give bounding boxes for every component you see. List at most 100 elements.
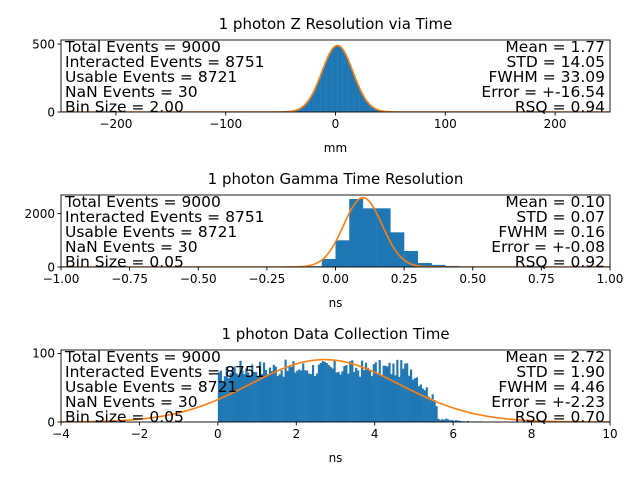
fit-curve: [61, 358, 610, 422]
plot-area: [61, 196, 610, 267]
histogram-bar: [404, 363, 407, 422]
histogram-bar: [321, 361, 324, 422]
histogram-bar: [376, 208, 391, 267]
histogram-bar: [231, 369, 234, 422]
stats-right-line: RSQ = 0.70: [515, 408, 605, 426]
histogram-bar: [366, 101, 369, 112]
stats-right-line: FWHM = 4.46: [498, 378, 605, 396]
x-tick-label: 2: [292, 427, 300, 441]
histogram-bar: [276, 375, 279, 422]
histogram-bar: [437, 418, 440, 422]
histogram-bar: [384, 365, 387, 422]
histogram-bar: [417, 263, 432, 267]
histogram-bar: [239, 360, 242, 422]
histogram-bar: [300, 107, 303, 112]
stats-left-line: Usable Events = 8721: [65, 378, 237, 396]
histogram-bar: [257, 376, 260, 422]
x-tick-label: −1.00: [43, 272, 80, 286]
stats-left-line: Interacted Events = 8751: [65, 53, 265, 71]
histogram-bar: [408, 375, 411, 422]
histogram-bar: [392, 363, 395, 422]
stats-right-line: STD = 1.90: [516, 363, 605, 381]
histogram-bar: [253, 372, 256, 422]
histogram-bar: [359, 376, 362, 422]
histogram-bar: [445, 418, 448, 422]
x-tick-label: 100: [434, 117, 457, 131]
histogram-bar: [282, 376, 285, 422]
histogram-bar: [255, 372, 258, 422]
subplot-title: 1 photon Data Collection Time: [221, 325, 449, 343]
stats-left-line: Bin Size = 0.05: [65, 408, 184, 426]
histogram-bar: [317, 364, 321, 422]
histogram-bar: [326, 57, 330, 112]
x-tick-label: 0: [332, 117, 340, 131]
histogram-bar: [413, 378, 417, 422]
plot-area: [61, 358, 610, 422]
histogram-bar: [443, 419, 446, 422]
histogram-bar: [298, 108, 301, 112]
histogram-bar: [359, 90, 363, 112]
histogram-bar: [374, 362, 377, 422]
x-axis-label: ns: [329, 296, 343, 310]
histogram-bar: [353, 371, 356, 422]
histogram-bar: [453, 420, 456, 422]
histogram-bar: [284, 359, 287, 422]
histogram-bar: [264, 369, 268, 422]
histogram-bar: [345, 365, 348, 422]
subplot-title: 1 photon Z Resolution via Time: [219, 15, 453, 33]
histogram-bar: [390, 374, 393, 422]
stats-left-line: Usable Events = 8721: [65, 68, 237, 86]
histogram-bar: [290, 366, 293, 422]
histogram-bar: [343, 366, 346, 422]
histogram-bar: [339, 374, 342, 422]
stats-right-line: Mean = 2.72: [505, 348, 605, 366]
histogram-bar: [337, 45, 341, 112]
x-tick-label: 4: [371, 427, 379, 441]
histogram-bar: [298, 369, 301, 422]
histogram-bar: [241, 370, 244, 422]
histogram-bar: [304, 370, 307, 422]
y-tick-label: 500: [32, 37, 55, 51]
histogram-bar: [309, 97, 312, 112]
stats-left-line: Bin Size = 0.05: [65, 253, 184, 271]
x-tick-label: −100: [209, 117, 242, 131]
histogram-bar: [296, 370, 299, 422]
histogram-bar: [441, 419, 444, 422]
histogram-bar: [259, 361, 262, 422]
x-tick-label: 0.00: [322, 272, 349, 286]
subplot-2: −1.00 −0.75 −0.50 −0.25 0.00 0.25 0.50 0.75 1.00…: [24, 170, 623, 310]
histogram-bar: [294, 372, 297, 422]
histogram-bar: [328, 52, 332, 112]
histogram-bar: [388, 362, 391, 422]
histogram-bar: [362, 370, 366, 422]
histogram-bar: [300, 370, 303, 422]
histogram-bar: [344, 53, 347, 112]
fit-curve: [61, 44, 610, 112]
histogram-bar: [366, 367, 370, 422]
x-tick-label: 0: [214, 427, 222, 441]
histogram-bar: [266, 374, 270, 422]
histogram-bar: [342, 49, 345, 112]
histogram-bar: [396, 359, 399, 422]
x-tick-label: 8: [528, 427, 536, 441]
histogram-bar: [368, 369, 371, 422]
x-tick-label: 0.25: [391, 272, 418, 286]
histogram-bar: [286, 370, 289, 422]
histogram-bar: [417, 386, 421, 422]
histogram-bar: [364, 362, 368, 422]
histogram-bar: [372, 107, 376, 112]
stats-right-line: Mean = 0.10: [505, 193, 605, 211]
histogram-bar: [311, 94, 314, 112]
stats-left-line: NaN Events = 30: [65, 83, 198, 101]
histogram-bar: [327, 364, 330, 422]
stats-left-line: NaN Events = 30: [65, 238, 198, 256]
histogram-bar: [370, 106, 374, 112]
histogram-bar: [313, 89, 316, 112]
histogram-bar: [341, 371, 344, 422]
histogram-bar: [351, 360, 354, 422]
x-axis-label: mm: [324, 141, 347, 155]
x-tick-label: 0.75: [528, 272, 555, 286]
histogram-bar: [331, 368, 334, 422]
histogram-bar: [322, 67, 325, 112]
histogram-bar: [302, 105, 305, 112]
